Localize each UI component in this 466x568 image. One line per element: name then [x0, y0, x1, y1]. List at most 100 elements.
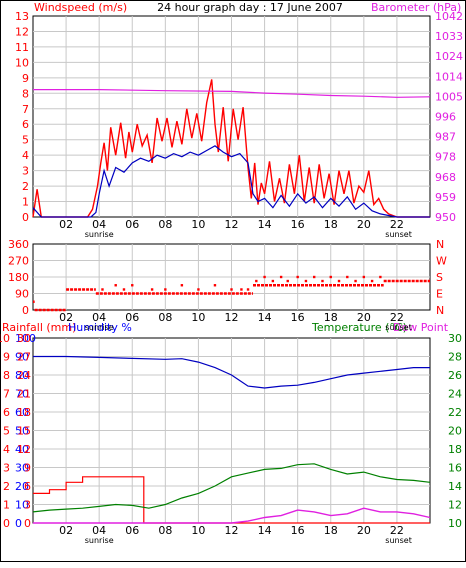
direction-y-tick: 360: [8, 238, 29, 251]
temperature-y-tick: 20: [448, 425, 462, 438]
direction-point: [370, 279, 374, 283]
x-tick-label: 14: [258, 218, 272, 231]
direction-point: [321, 279, 324, 283]
humidity-y-tick: 100: [15, 332, 36, 345]
windspeed-y-tick: 6: [22, 118, 29, 131]
x-tick-label: 16: [291, 524, 305, 537]
rain-y-tick: 2: [3, 480, 10, 493]
windspeed-y-tick: 13: [15, 10, 29, 23]
x-tick-label: 04: [92, 524, 106, 537]
temperature-y-tick: 10: [448, 517, 462, 530]
x-tick-label: 16: [291, 218, 305, 231]
direction-point: [164, 288, 167, 291]
rainfall-rate-y-tick: 0: [24, 517, 31, 530]
x-tick-label: 02: [59, 218, 73, 231]
x-tick-label: 10: [191, 218, 205, 231]
gust-series-line: [32, 79, 430, 218]
x-tick-label: 18: [324, 524, 338, 537]
rain-y-tick: 1: [3, 499, 10, 512]
rain-y-tick: 5: [3, 425, 10, 438]
temperature-y-tick: 30: [448, 332, 462, 345]
x-tick-label: 02: [59, 524, 73, 537]
temperature-y-tick: 12: [448, 499, 462, 512]
rainfall-rate-y-tick: 6: [24, 480, 31, 493]
barometer-y-tick: 1014: [435, 70, 463, 83]
compass-label: S: [436, 271, 443, 284]
rainfall-axis-title: Rainfall (mm): [2, 321, 76, 334]
direction-point: [346, 275, 349, 279]
rainfall-rate-y-tick: 27: [17, 351, 31, 364]
chart-title: 24 hour graph day : 17 June 2007: [157, 1, 343, 14]
windspeed-y-tick: 1: [22, 196, 29, 209]
barometer-y-tick: 950: [435, 211, 456, 224]
x-tick-label: 22: [390, 524, 404, 537]
humidity-y-tick: 50: [15, 425, 29, 438]
x-tick-label: 20: [357, 311, 371, 324]
rain-y-tick: 3: [3, 462, 10, 475]
direction-y-tick: 90: [15, 288, 29, 301]
x-tick-label: 14: [258, 524, 272, 537]
compass-label: E: [436, 288, 443, 301]
compass-label: N: [436, 238, 444, 251]
sunset-label: sunset: [385, 536, 412, 545]
x-tick-label: 22: [390, 311, 404, 324]
x-tick-label: 22: [390, 218, 404, 231]
windspeed-y-tick: 0: [22, 211, 29, 224]
rainfall-rate-y-tick: 15: [17, 425, 31, 438]
humidity-y-tick: 90: [15, 351, 29, 364]
direction-y-tick: 180: [8, 271, 29, 284]
temperature-y-tick: 26: [448, 369, 462, 382]
rainfall-rate-y-tick: 18: [17, 406, 31, 419]
direction-point: [271, 279, 275, 283]
direction-point: [354, 279, 357, 283]
direction-point: [240, 288, 243, 291]
x-tick-label: 06: [125, 311, 139, 324]
x-tick-label: 04: [92, 311, 106, 324]
rainfall-rate-y-tick: 24: [17, 369, 31, 382]
x-tick-label: 16: [291, 311, 305, 324]
direction-point: [101, 288, 104, 291]
direction-point: [296, 275, 299, 279]
humidity-series-line: [33, 355, 430, 389]
x-tick-label: 20: [357, 218, 371, 231]
humidity-y-tick: 60: [15, 406, 29, 419]
x-tick-label: 12: [225, 311, 239, 324]
temperature-series-line: [32, 463, 431, 513]
windspeed-y-tick: 8: [22, 87, 29, 100]
x-tick-label: 06: [125, 524, 139, 537]
direction-point: [337, 279, 341, 283]
temperature-y-tick: 16: [448, 462, 462, 475]
rainfall-rate-y-tick: 21: [17, 388, 31, 401]
direction-point: [255, 279, 258, 283]
direction-point: [213, 284, 217, 287]
direction-y-tick: 0: [22, 304, 29, 317]
direction-point: [180, 284, 184, 287]
barometer-y-tick: 968: [435, 171, 456, 184]
sunrise-label: sunrise: [85, 323, 114, 332]
x-tick-label: 06: [125, 218, 139, 231]
x-tick-label: 18: [324, 311, 338, 324]
direction-point: [263, 275, 266, 279]
direction-point: [150, 288, 154, 291]
direction-point: [114, 284, 117, 287]
humidity-y-tick: 10: [15, 499, 29, 512]
x-tick-label: 18: [324, 218, 338, 231]
windspeed-y-tick: 12: [15, 25, 29, 38]
compass-label: N: [436, 304, 444, 317]
direction-point: [230, 288, 233, 291]
barometer-y-tick: 1024: [435, 50, 463, 63]
barometer-axis-title: Barometer (hPa): [371, 1, 461, 14]
rainfall-rate-y-tick: 3: [24, 499, 31, 512]
rain-y-tick: 8: [3, 369, 10, 382]
x-tick-label: 12: [225, 218, 239, 231]
direction-y-tick: 270: [8, 255, 29, 268]
dewpoint-series-line: [33, 507, 431, 524]
x-tick-label: 08: [158, 524, 172, 537]
sunrise-label: sunrise: [85, 536, 114, 545]
direction-point: [122, 288, 126, 291]
direction-point: [279, 275, 283, 279]
humidity-y-tick: 0: [15, 517, 22, 530]
x-tick-label: 20: [357, 524, 371, 537]
humidity-y-tick: 80: [15, 369, 29, 382]
